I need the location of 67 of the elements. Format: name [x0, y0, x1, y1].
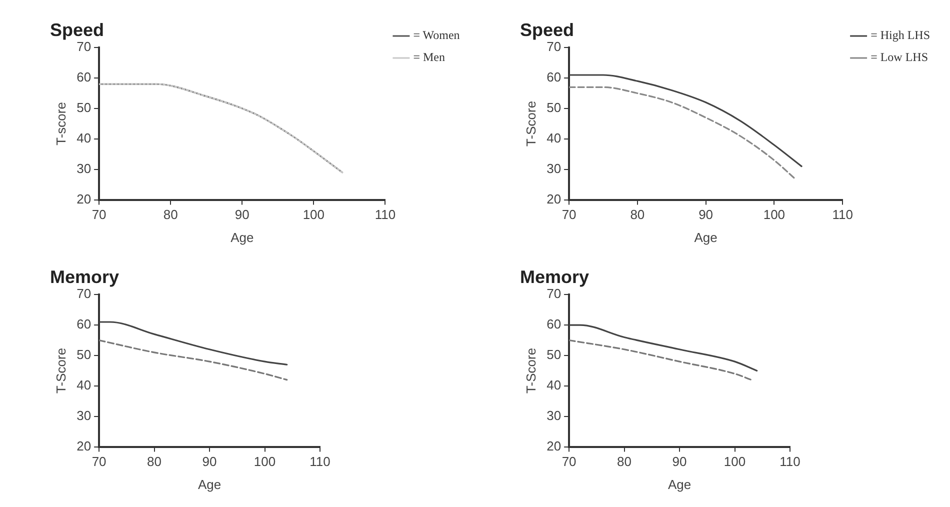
- y-tick-label: 50: [546, 100, 562, 116]
- y-tick-label: 20: [546, 438, 562, 454]
- line-series: [99, 83, 344, 174]
- y-tick-label: 30: [546, 408, 562, 423]
- y-tick-label: 40: [546, 130, 562, 146]
- y-axis-title: T-Score: [53, 348, 68, 394]
- y-axis-title: T-Score: [523, 348, 538, 394]
- line-series: [569, 339, 752, 381]
- y-tick-label: 30: [546, 160, 562, 176]
- y-tick-label: 70: [76, 286, 92, 302]
- x-tick-label: 80: [147, 454, 162, 470]
- y-tick-label: 20: [76, 438, 92, 454]
- x-tick-label: 110: [374, 207, 396, 222]
- y-tick-label: 40: [546, 378, 562, 392]
- line-series: [99, 321, 288, 366]
- x-tick-label: 80: [630, 207, 645, 222]
- x-tick-label: 100: [724, 454, 746, 470]
- x-tick-label: 100: [254, 454, 276, 470]
- x-tick-label: 80: [617, 454, 632, 470]
- chart-title: Memory: [50, 266, 120, 287]
- x-tick-label: 70: [92, 207, 106, 222]
- x-tick-label: 90: [698, 207, 714, 222]
- y-tick-label: 50: [546, 347, 562, 362]
- y-tick-label: 30: [76, 160, 92, 176]
- chart-title: Memory: [520, 266, 590, 287]
- x-tick-label: 110: [310, 454, 330, 470]
- y-tick-label: 40: [76, 378, 92, 392]
- y-tick-label: 60: [546, 70, 562, 85]
- legend-label: = Men: [413, 50, 445, 64]
- legend-label: = Women: [413, 28, 460, 42]
- y-tick-label: 50: [76, 100, 92, 116]
- line-series: [99, 339, 288, 381]
- y-axis-title: T-Score: [523, 100, 538, 146]
- x-axis-title: Age: [694, 230, 718, 245]
- x-axis-title: Age: [198, 476, 222, 492]
- y-tick-label: 40: [76, 130, 92, 146]
- y-tick-label: 20: [76, 191, 92, 206]
- y-tick-label: 70: [76, 39, 92, 54]
- x-tick-label: 100: [302, 207, 325, 222]
- x-tick-label: 110: [780, 454, 800, 470]
- y-tick-label: 70: [546, 286, 562, 302]
- x-tick-label: 90: [234, 207, 250, 222]
- y-tick-label: 60: [76, 316, 92, 332]
- x-tick-label: 110: [832, 207, 853, 222]
- y-axis-title: T-score: [53, 102, 68, 146]
- x-tick-label: 90: [202, 454, 217, 470]
- y-tick-label: 30: [76, 408, 92, 423]
- chart-title: Speed: [520, 20, 574, 40]
- x-tick-label: 70: [92, 454, 106, 470]
- x-tick-label: 90: [672, 454, 687, 470]
- y-tick-label: 60: [76, 70, 92, 85]
- x-tick-label: 70: [562, 207, 576, 222]
- y-tick-label: 20: [546, 191, 562, 206]
- x-tick-label: 100: [763, 207, 786, 222]
- chart-title: Speed: [50, 20, 104, 40]
- y-tick-label: 60: [546, 316, 562, 332]
- x-axis-title: Age: [230, 230, 254, 245]
- line-series: [569, 74, 802, 168]
- y-tick-label: 70: [546, 39, 562, 54]
- line-series: [569, 324, 758, 372]
- legend-label: = Low LHS: [870, 50, 928, 64]
- line-series: [569, 86, 796, 180]
- x-tick-label: 70: [562, 454, 576, 470]
- legend-label: = High LHS: [870, 28, 930, 42]
- y-tick-label: 50: [76, 347, 92, 362]
- x-tick-label: 80: [163, 207, 178, 222]
- x-axis-title: Age: [668, 476, 692, 492]
